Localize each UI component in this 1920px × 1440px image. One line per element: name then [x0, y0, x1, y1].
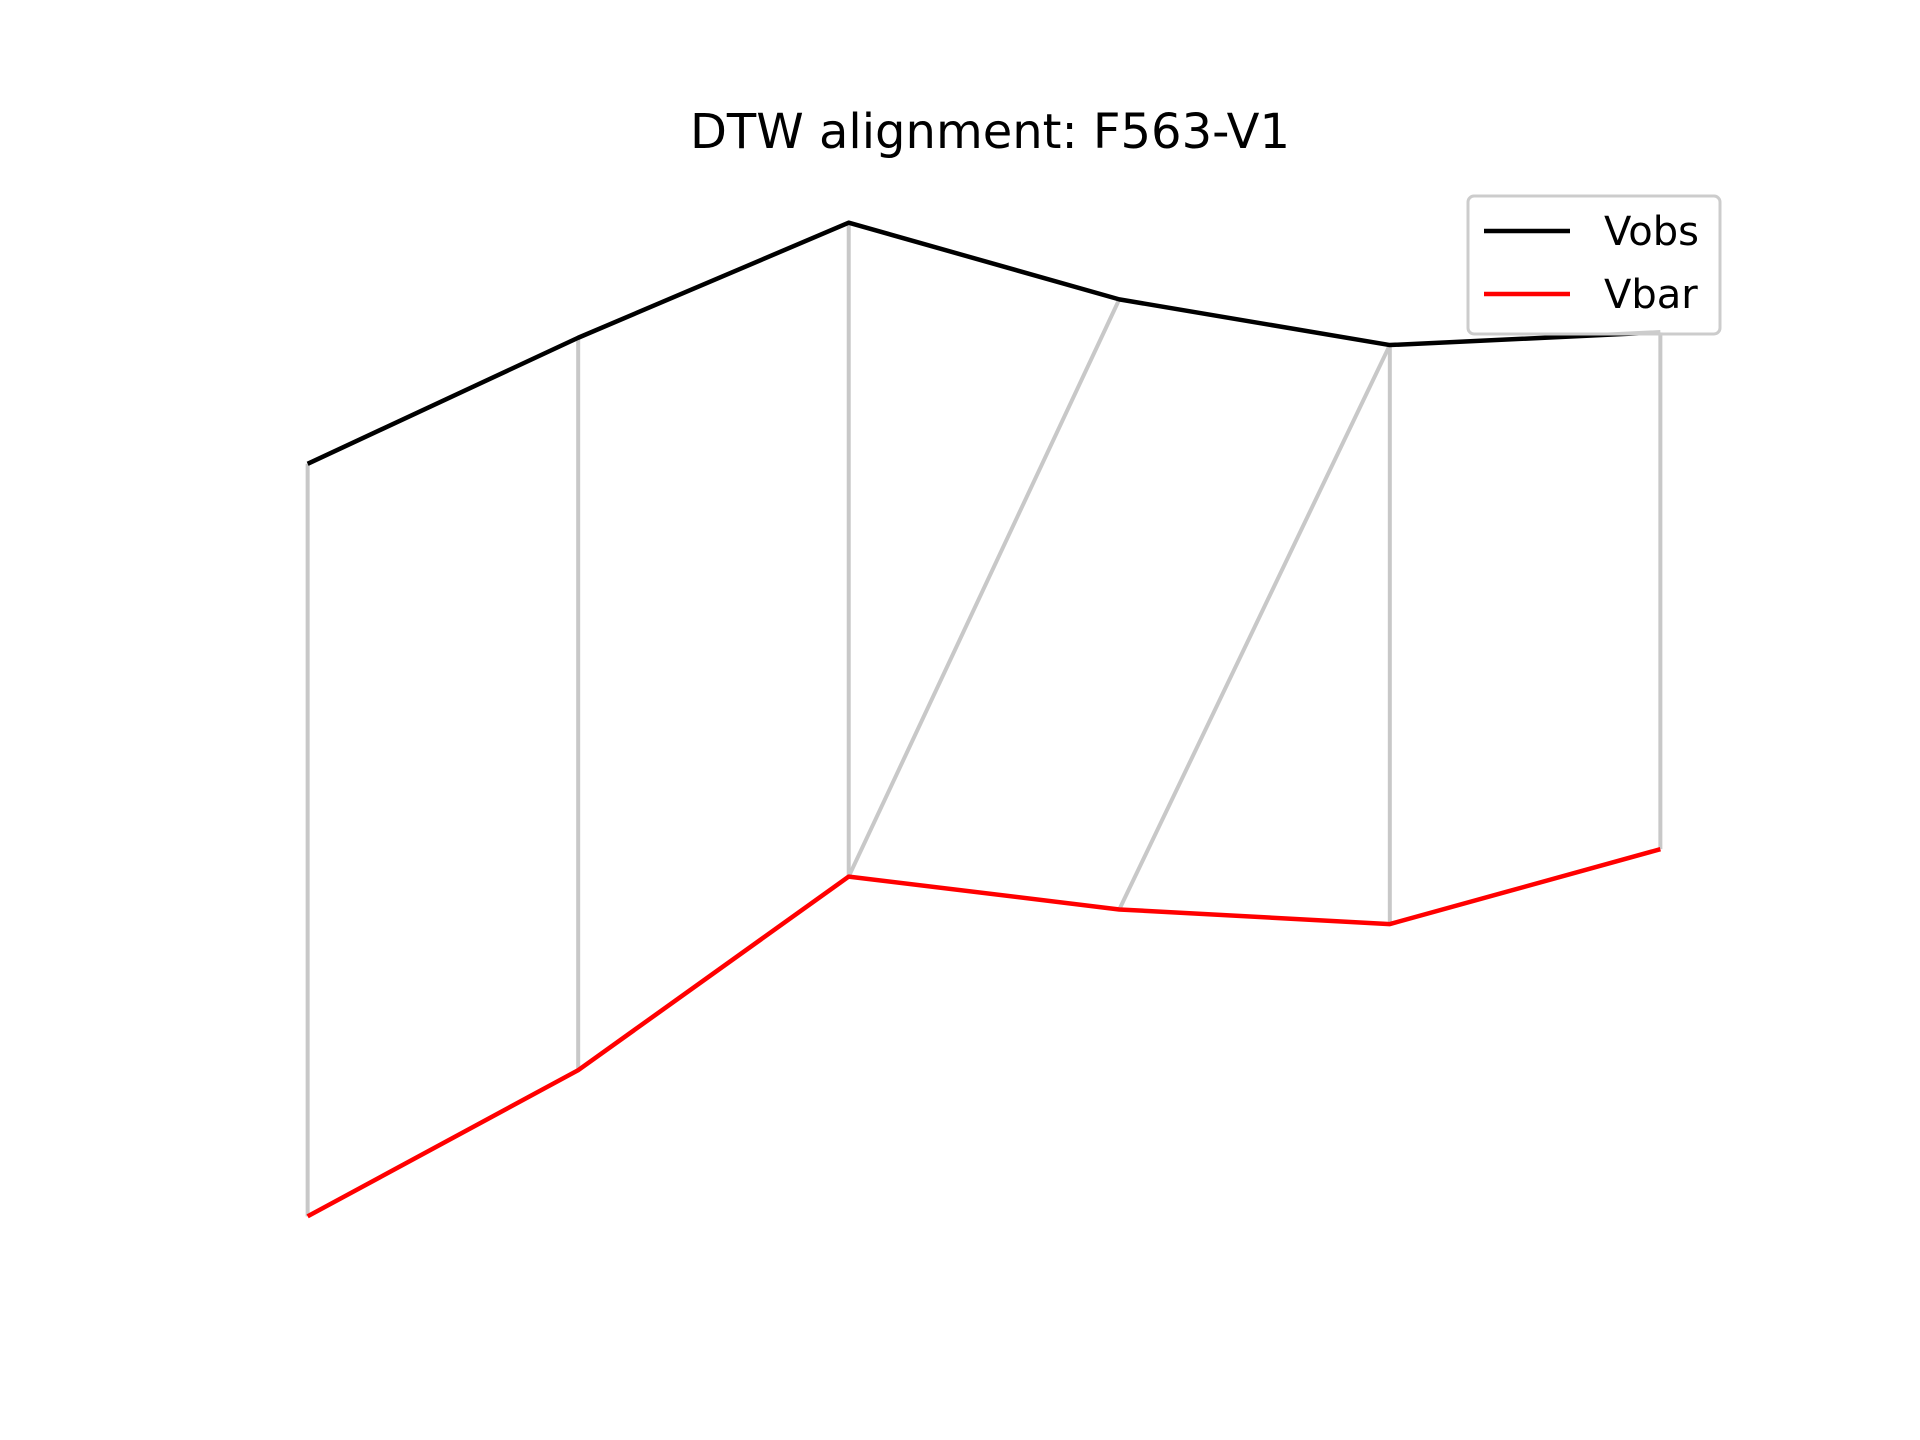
legend-label-vbar: Vbar — [1604, 272, 1698, 318]
alignment-line-4 — [1117, 344, 1392, 911]
series-line-vbar — [306, 847, 1661, 1219]
chart-title: DTW alignment: F563-V1 — [690, 104, 1290, 160]
legend: Vobs Vbar — [1466, 194, 1722, 336]
series-line-vobs — [306, 220, 1661, 466]
legend-label-vobs: Vobs — [1604, 209, 1699, 255]
alignment-line-3 — [846, 298, 1122, 878]
alignment-lines — [305, 222, 1663, 1217]
series-lines — [306, 220, 1661, 1219]
